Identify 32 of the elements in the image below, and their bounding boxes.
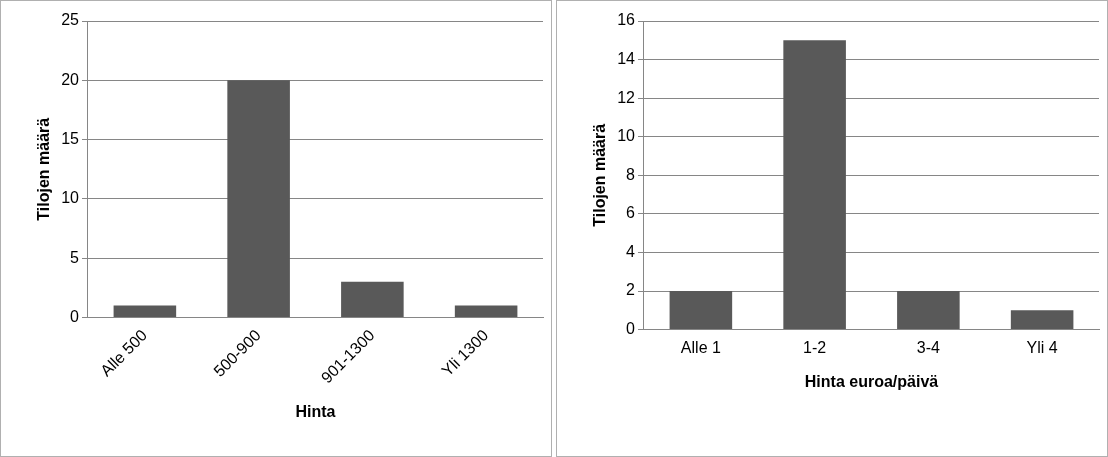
y-tick-label: 5 (70, 248, 80, 266)
x-axis-title: Hinta euroa/päivä (804, 372, 939, 390)
y-tick-label: 10 (61, 189, 80, 207)
y-tick-label: 12 (617, 88, 636, 106)
bar (454, 305, 518, 317)
bar (669, 291, 733, 330)
y-tick-label: 0 (70, 307, 80, 325)
y-tick-label: 10 (617, 127, 636, 145)
y-tick-label: 4 (626, 242, 636, 260)
x-tick-label: 1-2 (803, 338, 827, 356)
bar (113, 305, 177, 317)
y-tick-label: 0 (626, 320, 636, 338)
x-tick-label: 3-4 (916, 338, 941, 356)
y-tick-label: 6 (626, 204, 636, 222)
y-tick-label: 14 (617, 49, 636, 67)
x-axis-title: Hinta (295, 402, 336, 420)
x-tick-label: Alle 1 (680, 338, 721, 356)
x-tick-label: Alle 500 (97, 326, 151, 380)
y-axis-title: Tilojen määrä (35, 117, 53, 221)
bar (1010, 310, 1074, 330)
y-tick-label: 2 (626, 281, 636, 299)
y-tick-label: 16 (617, 11, 636, 29)
bar (783, 40, 846, 330)
y-tick-label: 15 (61, 129, 80, 147)
y-tick-label: 8 (626, 165, 636, 183)
x-tick-label: Yli 4 (1026, 338, 1058, 356)
bar (227, 80, 290, 317)
y-tick-label: 25 (61, 11, 80, 29)
bar (341, 281, 404, 317)
y-axis-title: Tilojen määrä (591, 123, 609, 227)
bar (897, 291, 960, 330)
y-tick-label: 20 (61, 70, 80, 88)
